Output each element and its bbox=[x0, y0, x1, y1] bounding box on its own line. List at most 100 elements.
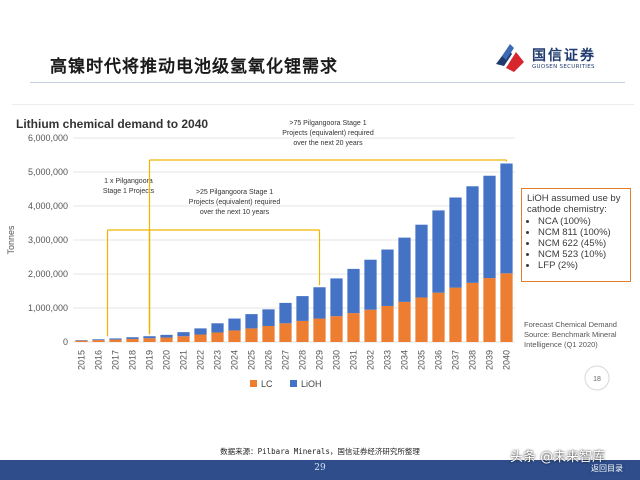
x-tick-label: 2025 bbox=[247, 350, 257, 370]
bar-lioh bbox=[279, 302, 292, 324]
bar-lioh bbox=[449, 197, 462, 288]
chemistry-item: NCM 811 (100%) bbox=[538, 227, 625, 238]
slide-title: 高镍时代将推动电池级氢氧化锂需求 bbox=[50, 57, 338, 77]
y-tick-label: 5,000,000 bbox=[28, 167, 68, 177]
bar-lc bbox=[466, 282, 479, 342]
x-tick-label: 2015 bbox=[77, 350, 87, 370]
bar-lc bbox=[126, 338, 139, 342]
x-tick-label: 2021 bbox=[179, 350, 189, 370]
bar-lc bbox=[398, 301, 411, 342]
bar-lc bbox=[211, 332, 224, 342]
bar-lioh bbox=[177, 332, 190, 337]
bar-lioh bbox=[330, 278, 343, 317]
y-tick-label: 2,000,000 bbox=[28, 269, 68, 279]
bottom-nav-bar bbox=[0, 460, 640, 480]
chemistry-legend-box: LiOH assumed use by cathode chemistry: N… bbox=[521, 188, 631, 282]
bar-lc bbox=[75, 340, 88, 342]
legend-swatch-lc bbox=[250, 380, 257, 387]
guosen-logo-icon bbox=[496, 44, 524, 72]
bar-lc bbox=[364, 309, 377, 342]
chemistry-list: NCA (100%)NCM 811 (100%)NCM 622 (45%)NCM… bbox=[527, 216, 625, 271]
chemistry-item: LFP (2%) bbox=[538, 260, 625, 271]
bar-lc bbox=[449, 287, 462, 342]
bar-lc bbox=[415, 297, 428, 342]
annotation-label: >75 Pilgangoora Stage 1 bbox=[289, 120, 366, 127]
x-tick-label: 2019 bbox=[145, 350, 155, 370]
bar-lioh bbox=[160, 334, 173, 338]
x-tick-label: 2036 bbox=[434, 350, 444, 370]
chemistry-legend-title: LiOH assumed use by cathode chemistry: bbox=[527, 193, 621, 215]
x-tick-label: 2017 bbox=[111, 350, 121, 370]
annotation-label: >25 Pilgangoora Stage 1 bbox=[196, 189, 273, 196]
bar-lc bbox=[228, 330, 241, 342]
data-source-footnote: 数据来源：Pilbara Minerals，国信证券经济研究所整理 bbox=[220, 447, 420, 456]
watermark: 头条 @未来智库 bbox=[510, 450, 606, 465]
bar-lioh bbox=[262, 309, 275, 327]
back-to-contents-link[interactable]: 返回目录 bbox=[589, 463, 625, 474]
bar-lioh bbox=[466, 186, 479, 283]
x-tick-label: 2022 bbox=[196, 350, 206, 370]
y-tick-label: 0 bbox=[63, 337, 68, 347]
x-tick-label: 2018 bbox=[128, 350, 138, 370]
bar-lc bbox=[330, 316, 343, 342]
bar-lioh bbox=[194, 328, 207, 335]
bar-lc bbox=[279, 323, 292, 342]
bar-lc bbox=[177, 336, 190, 342]
bar-lc bbox=[313, 318, 326, 342]
legend-label-lioh: LiOH bbox=[301, 379, 322, 389]
chemistry-item: NCM 622 (45%) bbox=[538, 238, 625, 249]
bar-lioh bbox=[347, 268, 360, 314]
bar-lioh bbox=[143, 336, 156, 339]
annotation-label: Projects (equivalent) required bbox=[189, 199, 281, 206]
header-divider bbox=[30, 82, 625, 83]
x-tick-label: 2030 bbox=[332, 350, 342, 370]
chart-frame bbox=[12, 104, 634, 405]
page-number: 29 bbox=[314, 463, 326, 473]
legend-label-lc: LC bbox=[261, 379, 273, 389]
y-tick-label: 4,000,000 bbox=[28, 201, 68, 211]
x-tick-label: 2039 bbox=[485, 350, 495, 370]
x-tick-label: 2032 bbox=[366, 350, 376, 370]
bar-lioh bbox=[398, 237, 411, 302]
brand-subtitle: GUOSEN SECURITIES bbox=[532, 64, 595, 70]
bar-lc bbox=[245, 328, 258, 342]
bar-lc bbox=[483, 278, 496, 342]
bar-lc bbox=[296, 320, 309, 342]
bar-lioh bbox=[364, 259, 377, 310]
x-tick-label: 2029 bbox=[315, 350, 325, 370]
chemistry-item: NCA (100%) bbox=[538, 216, 625, 227]
legend-swatch-lioh bbox=[290, 380, 297, 387]
x-tick-label: 2035 bbox=[417, 350, 427, 370]
x-tick-label: 2016 bbox=[94, 350, 104, 370]
bar-lc bbox=[92, 340, 105, 342]
bar-lc bbox=[381, 305, 394, 342]
y-tick-label: 3,000,000 bbox=[28, 235, 68, 245]
bar-lc bbox=[500, 273, 513, 342]
bar-lioh bbox=[415, 224, 428, 298]
source-note: Forecast Chemical Demand Source: Benchma… bbox=[524, 320, 617, 349]
bar-lc bbox=[143, 338, 156, 342]
x-tick-label: 2027 bbox=[281, 350, 291, 370]
bar-lioh bbox=[381, 249, 394, 306]
bar-lioh bbox=[228, 318, 241, 331]
stacked-bar-chart: 0 1,000,000 2,000,000 3,000,000 4,000,000 5,0… bbox=[6, 120, 610, 391]
y-tick-label: 1,000,000 bbox=[28, 303, 68, 313]
bar-lc bbox=[109, 339, 122, 342]
brand-logo: 国信证券 GUOSEN SECURITIES bbox=[492, 42, 632, 78]
bar-lioh bbox=[483, 175, 496, 279]
bar-lc bbox=[194, 334, 207, 342]
x-tick-label: 2028 bbox=[298, 350, 308, 370]
x-tick-label: 2033 bbox=[383, 350, 393, 370]
annotation-label: over the next 10 years bbox=[200, 209, 270, 216]
bar-lc bbox=[160, 337, 173, 342]
x-tick-label: 2023 bbox=[213, 350, 223, 370]
x-tick-label: 2037 bbox=[451, 350, 461, 370]
annotation-label: Stage 1 Projects bbox=[103, 188, 155, 195]
y-tick-label: 6,000,000 bbox=[28, 133, 68, 143]
bar-lioh bbox=[92, 339, 105, 341]
slide-number-badge bbox=[584, 365, 610, 391]
y-axis-label: Tonnes bbox=[6, 225, 16, 255]
chemistry-item: NCM 523 (10%) bbox=[538, 249, 625, 260]
bar-lioh bbox=[211, 323, 224, 333]
x-tick-label: 2034 bbox=[400, 350, 410, 370]
